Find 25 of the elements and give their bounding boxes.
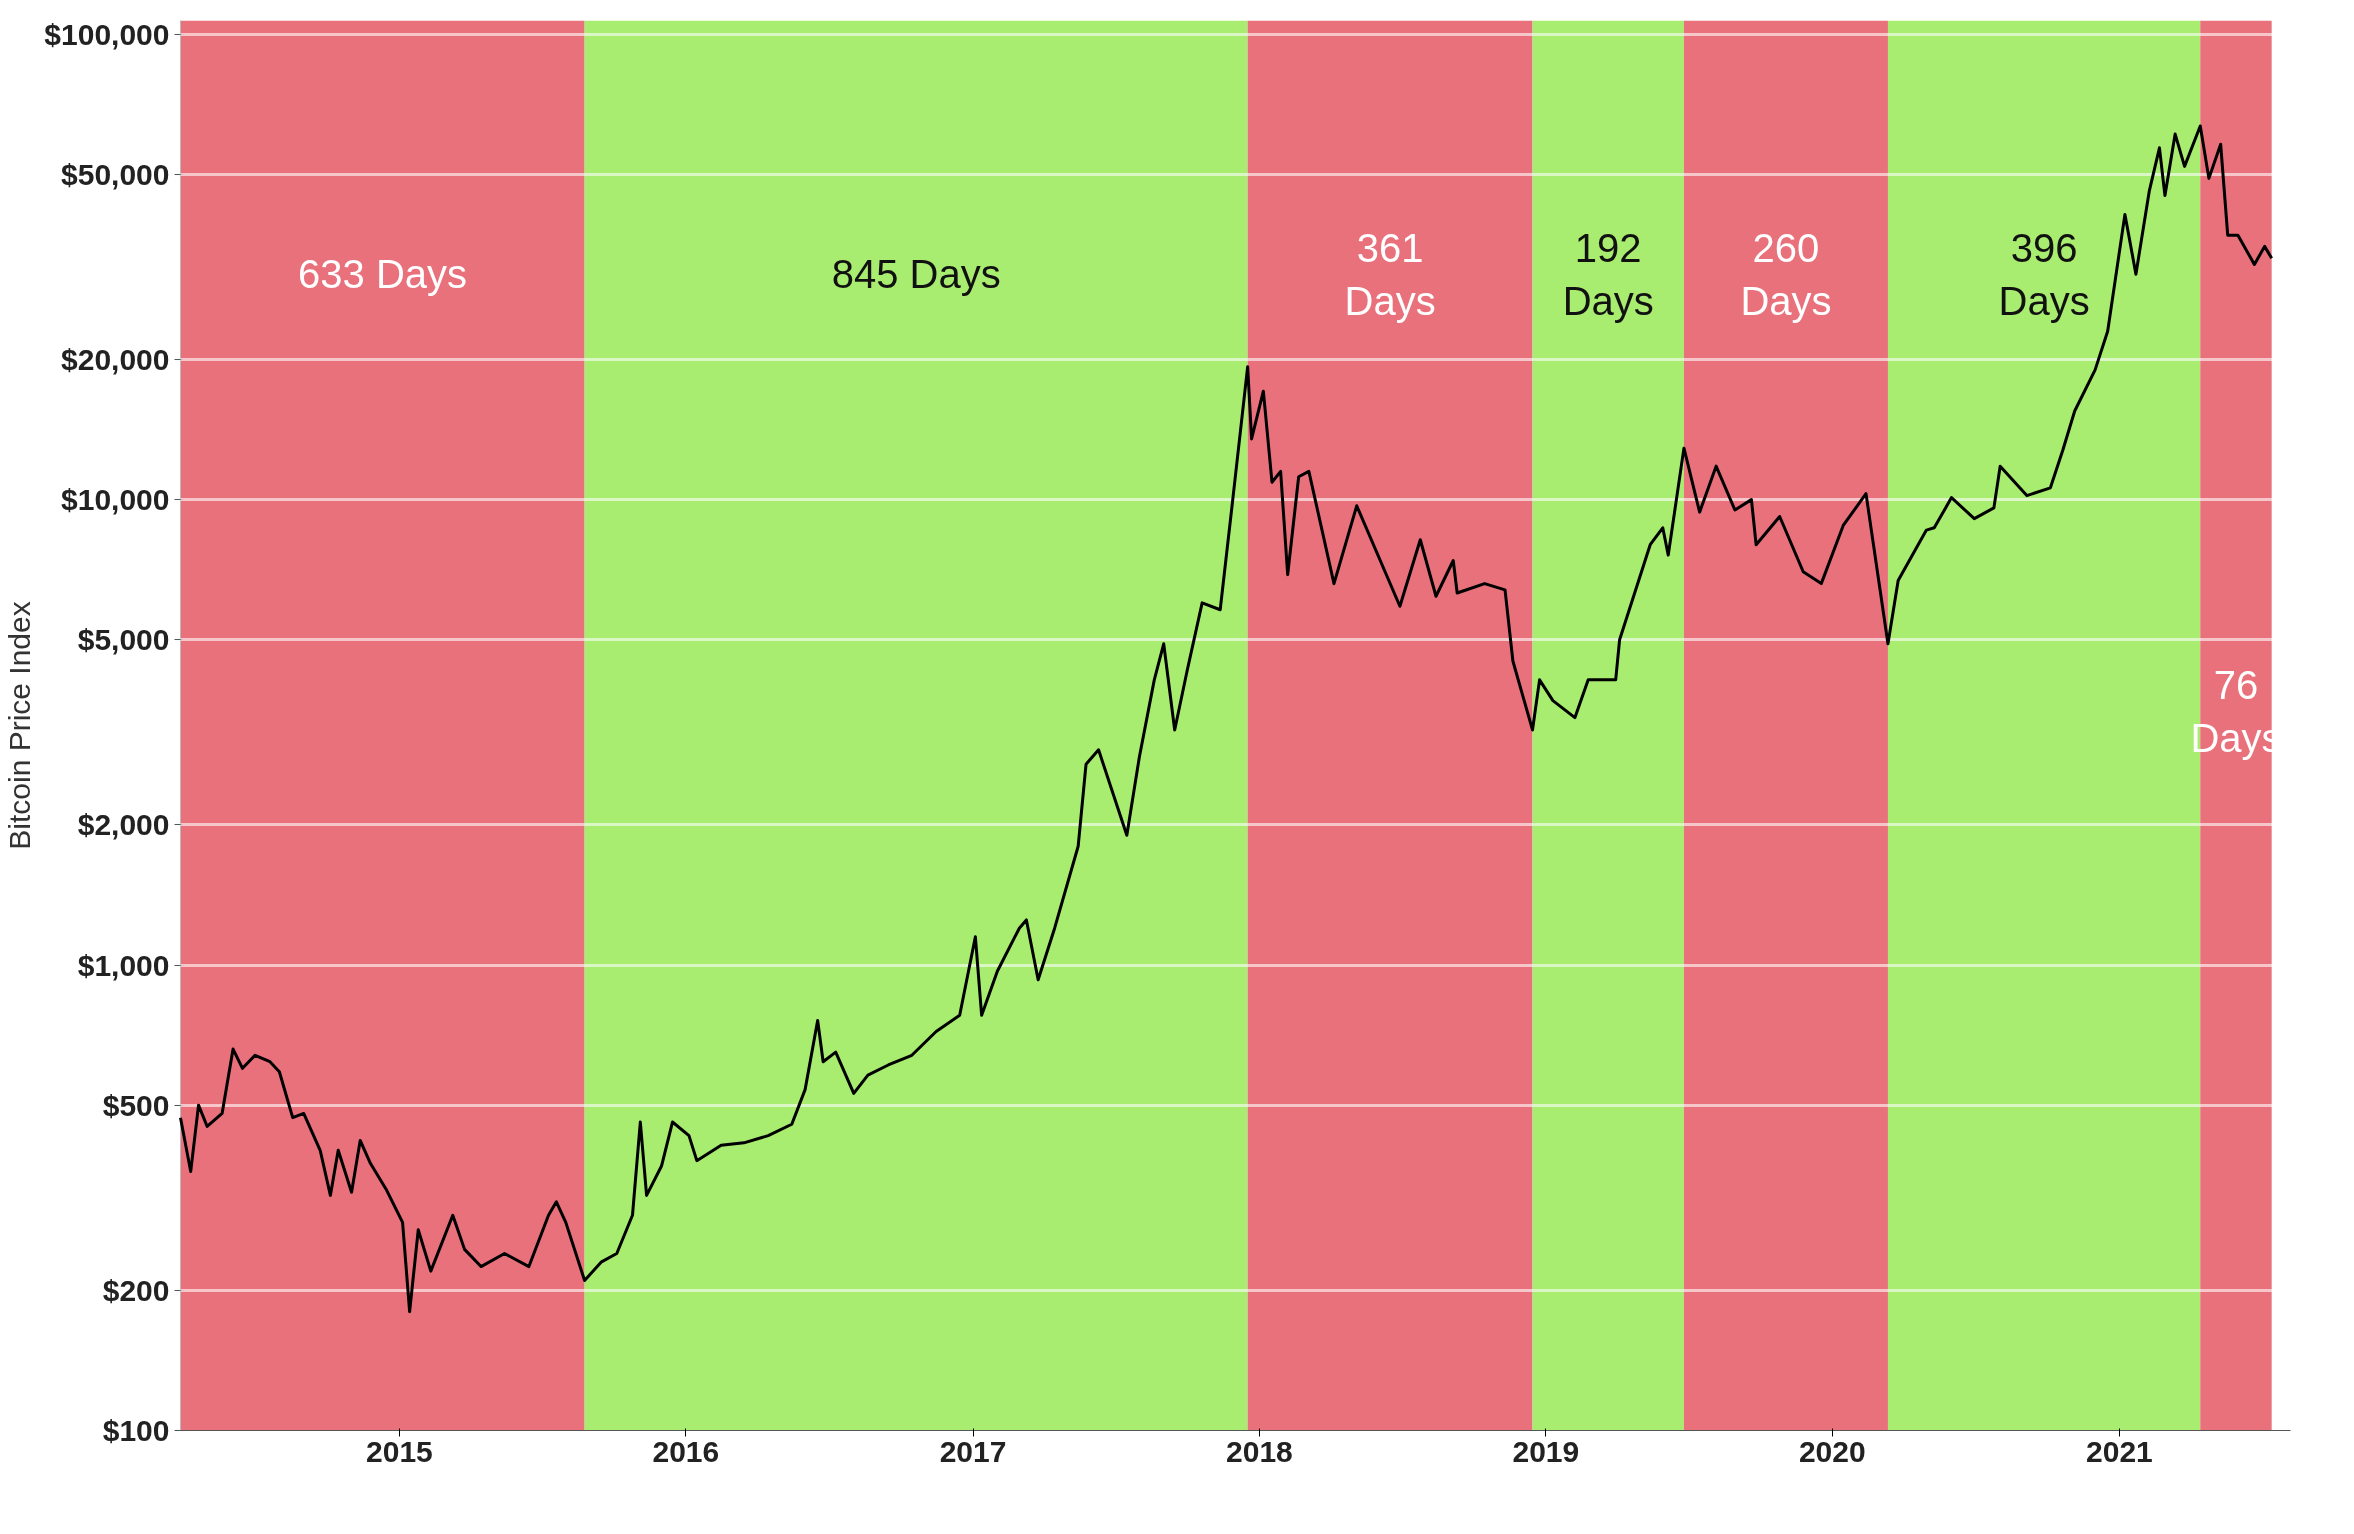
band-label: 845 Days	[831, 252, 1001, 297]
y-tick-label: $50,000	[61, 157, 170, 191]
y-tick-label: $200	[102, 1273, 170, 1307]
y-axis-title: Bitcoin Price Index	[3, 601, 37, 850]
y-tick-label: $1,000	[77, 948, 170, 982]
x-tick-label: 2021	[2086, 1434, 2153, 1468]
y-tick-label: $100	[102, 1414, 170, 1447]
y-tick-label: $100,000	[44, 17, 170, 51]
x-tick-label: 2020	[1798, 1434, 1866, 1468]
x-tick-label: 2016	[652, 1434, 720, 1468]
band-label: 192 Days	[1562, 225, 1654, 323]
x-tick-label: 2017	[939, 1434, 1007, 1468]
x-tick-label: 2019	[1512, 1434, 1580, 1468]
y-tick-label: $5,000	[77, 623, 170, 657]
band-label: 633 Days	[298, 252, 468, 297]
line-series	[179, 124, 2274, 1314]
band-label: 396 Days	[1998, 225, 2090, 323]
y-tick-label: $500	[102, 1088, 170, 1122]
band-label: 361 Days	[1344, 225, 1436, 323]
y-tick-label: $20,000	[61, 343, 170, 377]
y-tick-label: $2,000	[77, 808, 170, 842]
y-tick-label: $10,000	[61, 483, 170, 517]
x-tick-label: 2018	[1226, 1434, 1293, 1468]
x-tick-label: 2015	[366, 1434, 433, 1468]
band-label: 260 Days	[1740, 225, 1832, 323]
